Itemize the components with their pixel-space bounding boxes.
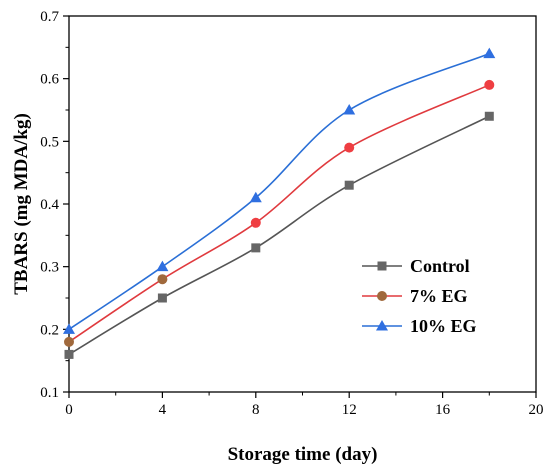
y-axis: 0.1 0.2 0.3 0.4 0.5 0.6 0.7	[40, 9, 69, 401]
x-axis-title: Storage time (day)	[228, 444, 378, 465]
legend-marker	[377, 291, 387, 301]
series-7-eg	[64, 79, 495, 347]
x-tick-label: 0	[65, 402, 73, 418]
legend-label: Control	[410, 256, 470, 276]
legend-entry: Control	[362, 256, 470, 276]
y-tick-label: 0.6	[40, 72, 59, 88]
legend-entry: 7% EG	[362, 286, 468, 306]
data-point	[344, 142, 355, 153]
y-tick-label: 0.2	[40, 322, 59, 338]
data-point	[64, 336, 74, 347]
y-tick-label: 0.5	[40, 134, 59, 150]
data-point	[484, 79, 495, 90]
legend: Control 7% EG 10% EG	[362, 256, 477, 336]
data-point	[344, 180, 354, 190]
data-point	[157, 293, 167, 303]
x-tick-label: 20	[529, 402, 544, 418]
data-point	[483, 47, 496, 59]
legend-label: 10% EG	[410, 316, 477, 336]
legend-entry: 10% EG	[362, 316, 477, 336]
legend-label: 7% EG	[410, 286, 468, 306]
legend-marker	[376, 320, 388, 331]
data-point	[157, 274, 168, 285]
series-layer	[63, 47, 496, 359]
x-tick-label: 8	[252, 402, 260, 418]
data-point	[63, 323, 75, 334]
legend-marker	[377, 261, 387, 271]
y-axis-title: TBARS (mg MDA/kg)	[11, 113, 32, 295]
x-tick-label: 16	[435, 402, 451, 418]
y-tick-label: 0.3	[40, 260, 59, 276]
data-point	[250, 217, 261, 228]
x-tick-label: 4	[159, 402, 167, 418]
y-tick-label: 0.7	[40, 9, 59, 25]
series-10-eg	[63, 47, 496, 334]
series-line	[68, 52, 490, 330]
y-tick-label: 0.4	[40, 197, 59, 213]
data-point	[64, 349, 74, 359]
data-point	[251, 243, 261, 253]
data-point	[484, 111, 494, 121]
data-point	[249, 191, 262, 203]
x-tick-label: 12	[342, 402, 357, 418]
data-point	[343, 104, 356, 115]
y-tick-label: 0.1	[40, 385, 59, 401]
series-control	[64, 111, 494, 359]
data-point	[156, 260, 169, 272]
x-axis: 0 4 8 12 16 20	[65, 392, 544, 418]
